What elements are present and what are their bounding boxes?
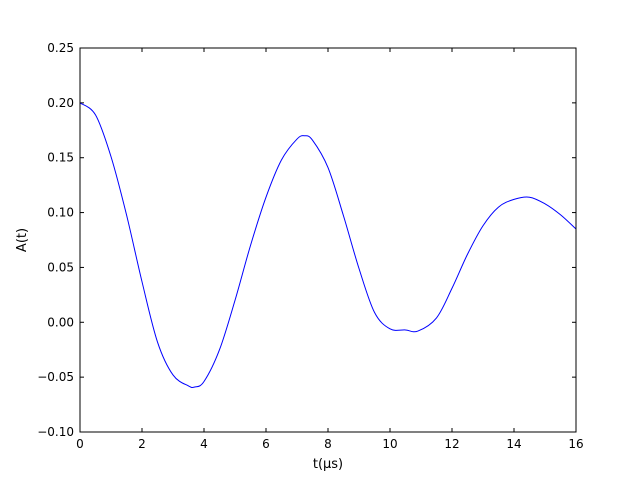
x-tick-label: 8	[324, 437, 332, 451]
y-tick-label: 0.20	[47, 96, 74, 110]
x-tick-label: 0	[76, 437, 84, 451]
x-tick-label: 16	[568, 437, 583, 451]
y-tick-label: 0.25	[47, 41, 74, 55]
y-axis-label: A(t)	[15, 228, 30, 252]
x-tick-label: 12	[444, 437, 459, 451]
series-line	[79, 102, 577, 389]
x-axis-label: t(μs)	[313, 457, 343, 472]
y-tick-label: −0.10	[37, 425, 74, 439]
x-axis-ticks: 0 2 4 6 8 10 12 14 16	[76, 48, 584, 451]
x-tick-label: 10	[382, 437, 397, 451]
x-tick-label: 14	[506, 437, 521, 451]
y-tick-label: 0.00	[47, 315, 74, 329]
y-tick-label: −0.05	[37, 370, 74, 384]
y-axis-ticks: −0.10 −0.05 0.00 0.05 0.10 0.15 0.20 0.25	[37, 41, 576, 439]
y-tick-label: 0.15	[47, 151, 74, 165]
x-tick-label: 2	[138, 437, 146, 451]
plot-frame	[79, 47, 577, 433]
y-tick-label: 0.10	[47, 206, 74, 220]
y-tick-label: 0.05	[47, 260, 74, 274]
x-tick-label: 4	[200, 437, 208, 451]
x-tick-label: 6	[262, 437, 270, 451]
